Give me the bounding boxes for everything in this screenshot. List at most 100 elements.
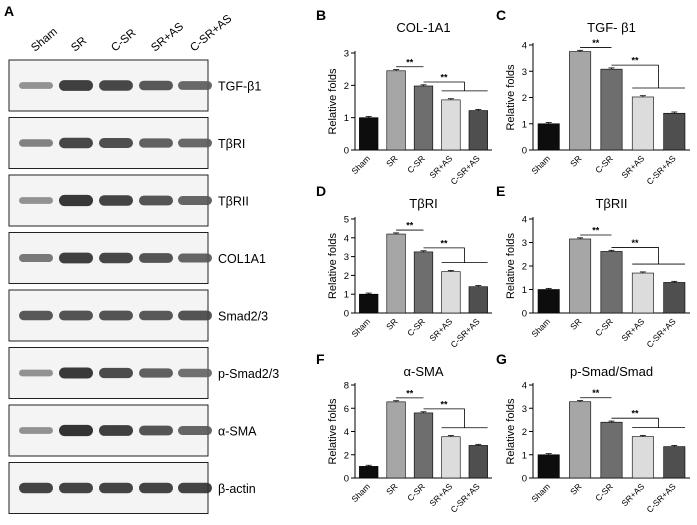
lane-label: C-SR <box>109 27 138 54</box>
blot-band <box>139 310 173 321</box>
panel-letter: C <box>496 7 506 23</box>
bar <box>359 117 379 151</box>
blot-row: COL1A1 <box>8 232 266 284</box>
chart-panel-g: Gp-Smad/Smad 0 1 2 3 4 Relative folds Sham SR C-S… <box>496 351 690 515</box>
bar <box>537 454 560 479</box>
bar <box>386 233 406 314</box>
category-label: C-SR <box>593 481 615 503</box>
blot-band <box>178 81 212 90</box>
y-tick-label: 2 <box>344 450 349 461</box>
category-label: C-SR <box>593 316 615 338</box>
lane-label: C-SR+AS <box>188 13 234 55</box>
category-label: SR <box>384 316 399 331</box>
y-tick-label: 8 <box>344 381 349 392</box>
bar <box>468 286 488 314</box>
bar <box>386 70 406 151</box>
significance-marker: ** <box>406 57 414 67</box>
bar <box>631 272 654 314</box>
blot-band <box>19 254 53 262</box>
category-label: C-SR+AS <box>644 153 678 187</box>
y-tick-label: 5 <box>344 215 349 226</box>
bar <box>359 466 379 479</box>
blot-band <box>59 310 93 321</box>
panel-letter: F <box>316 351 325 367</box>
y-tick-label: 1 <box>522 450 527 461</box>
bar <box>663 112 686 151</box>
bar <box>631 96 654 151</box>
y-tick-label: 0 <box>344 146 349 157</box>
y-tick-label: 0 <box>344 309 349 320</box>
category-label: Sham <box>349 316 372 339</box>
blot-band <box>178 310 212 321</box>
blot-band <box>178 138 212 148</box>
blot-label: α-SMA <box>218 425 257 439</box>
blot-band <box>59 194 93 207</box>
bar <box>569 51 592 151</box>
y-tick-label: 4 <box>344 233 349 244</box>
blot-band <box>19 197 53 204</box>
panel-letter: B <box>316 7 326 23</box>
blot-band <box>139 253 173 263</box>
significance-marker: ** <box>592 38 600 48</box>
blot-row: TβRII <box>8 174 249 227</box>
blot-band <box>99 195 133 206</box>
bar <box>386 401 406 479</box>
blot-label: Smad2/3 <box>218 310 268 324</box>
y-tick-label: 4 <box>522 215 527 226</box>
chart-panel-e: E TβRII 0 1 2 3 4 Relative folds Sham SR C-SR SR+AS… <box>496 183 690 350</box>
category-label: SR+AS <box>619 481 646 508</box>
blot-band <box>59 137 93 149</box>
blot-row: TGF-β1 <box>8 59 261 112</box>
y-tick-label: 4 <box>344 427 349 438</box>
bar <box>600 68 623 151</box>
category-label: Sham <box>349 153 372 176</box>
bar <box>569 238 592 314</box>
blot-band <box>19 139 53 147</box>
chart-title: TβRI <box>409 196 437 211</box>
blot-band <box>178 426 212 435</box>
y-tick-label: 1 <box>522 285 527 296</box>
y-tick-label: 2 <box>522 262 527 273</box>
lane-label: SR <box>69 35 89 54</box>
y-tick-label: 6 <box>344 404 349 415</box>
y-tick-label: 2 <box>344 81 349 92</box>
panel-letter: D <box>316 183 326 199</box>
category-label: SR <box>568 153 583 168</box>
chart-title: COL-1A1 <box>396 20 450 35</box>
y-tick-label: 3 <box>522 404 527 415</box>
blot-strips: TGF-β1 TβRI TβRII COL1A1 Smad2/3 p-Smad2/3 α-S… <box>8 59 279 514</box>
blot-band <box>178 253 212 263</box>
y-tick-label: 0 <box>522 146 527 157</box>
bar <box>468 110 488 151</box>
blot-row: Smad2/3 <box>8 289 268 342</box>
lane-labels: Sham SR C-SR SR+AS C-SR+AS <box>29 13 234 55</box>
blot-band <box>59 367 93 379</box>
significance-marker: ** <box>632 409 640 419</box>
category-label: SR+AS <box>619 153 646 180</box>
significance-marker: ** <box>592 225 600 235</box>
bar <box>441 99 461 151</box>
blot-band <box>19 82 53 89</box>
category-label: C-SR+AS <box>448 316 482 350</box>
category-label: C-SR+AS <box>448 481 482 515</box>
y-tick-label: 3 <box>522 67 527 78</box>
bar <box>600 421 623 479</box>
bar <box>631 436 654 479</box>
significance-marker: ** <box>592 388 600 398</box>
y-tick-label: 4 <box>522 41 527 52</box>
y-axis-label: Relative folds <box>505 398 517 465</box>
y-tick-label: 0 <box>522 474 527 485</box>
blot-band <box>19 427 53 434</box>
blot-band <box>99 310 133 321</box>
category-label: SR <box>384 153 399 168</box>
y-tick-label: 3 <box>522 238 527 249</box>
chart-panel-c: C TGF- β1 0 1 2 3 4 Relative folds Sham SR C-SR SR+… <box>496 7 690 187</box>
y-tick-label: 2 <box>522 427 527 438</box>
chart-title: α-SMA <box>403 364 443 379</box>
lane-label: SR+AS <box>149 20 186 54</box>
blot-band <box>99 425 133 436</box>
category-label: C-SR+AS <box>644 481 678 515</box>
blot-row: β-actin <box>8 462 256 514</box>
